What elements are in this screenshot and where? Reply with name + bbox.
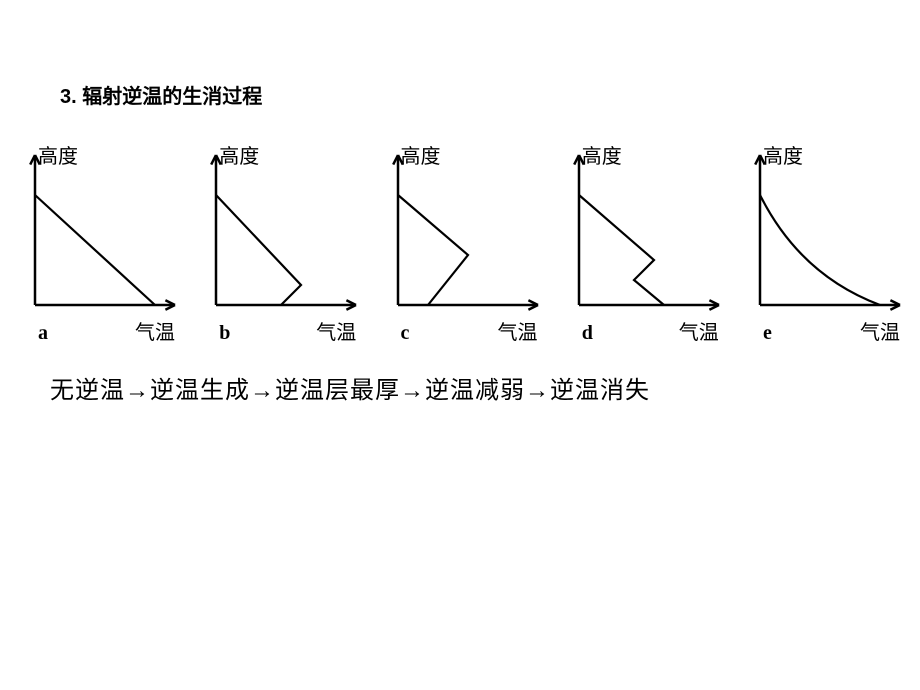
temperature-curve [216, 195, 301, 305]
chart-svg-e [735, 140, 910, 325]
chart-svg-a [10, 140, 185, 325]
section-title: 3. 辐射逆温的生消过程 [60, 80, 262, 109]
y-axis-label: 高度 [401, 140, 441, 169]
chart-svg-c [373, 140, 548, 325]
temperature-curve [579, 195, 664, 305]
panel-letter: a [38, 322, 48, 345]
y-axis-label: 高度 [763, 140, 803, 169]
temperature-curve [35, 195, 155, 305]
x-axis-label: 气温 [316, 316, 356, 345]
panel-letter: c [401, 322, 410, 345]
temperature-curve [398, 195, 468, 305]
chart-panel-e: 高度气温e [735, 140, 910, 340]
chart-panel-c: 高度气温c [373, 140, 548, 340]
chart-panel-b: 高度气温b [191, 140, 366, 340]
y-axis-label: 高度 [582, 140, 622, 169]
x-axis-label: 气温 [679, 316, 719, 345]
panel-letter: e [763, 322, 772, 345]
chart-panel-a: 高度气温a [10, 140, 185, 340]
panel-letter: b [219, 322, 230, 345]
chart-svg-b [191, 140, 366, 325]
chart-panel-d: 高度气温d [554, 140, 729, 340]
y-axis-label: 高度 [219, 140, 259, 169]
x-axis-label: 气温 [135, 316, 175, 345]
panel-letter: d [582, 322, 593, 345]
y-axis-label: 高度 [38, 140, 78, 169]
temperature-curve [760, 195, 880, 305]
chart-svg-d [554, 140, 729, 325]
x-axis-label: 气温 [498, 316, 538, 345]
x-axis-label: 气温 [860, 316, 900, 345]
charts-row: 高度气温a 高度气温b 高度气温c 高度气温d 高度气温e [10, 140, 910, 340]
process-caption: 无逆温→逆温生成→逆温层最厚→逆温减弱→逆温消失 [50, 370, 870, 405]
